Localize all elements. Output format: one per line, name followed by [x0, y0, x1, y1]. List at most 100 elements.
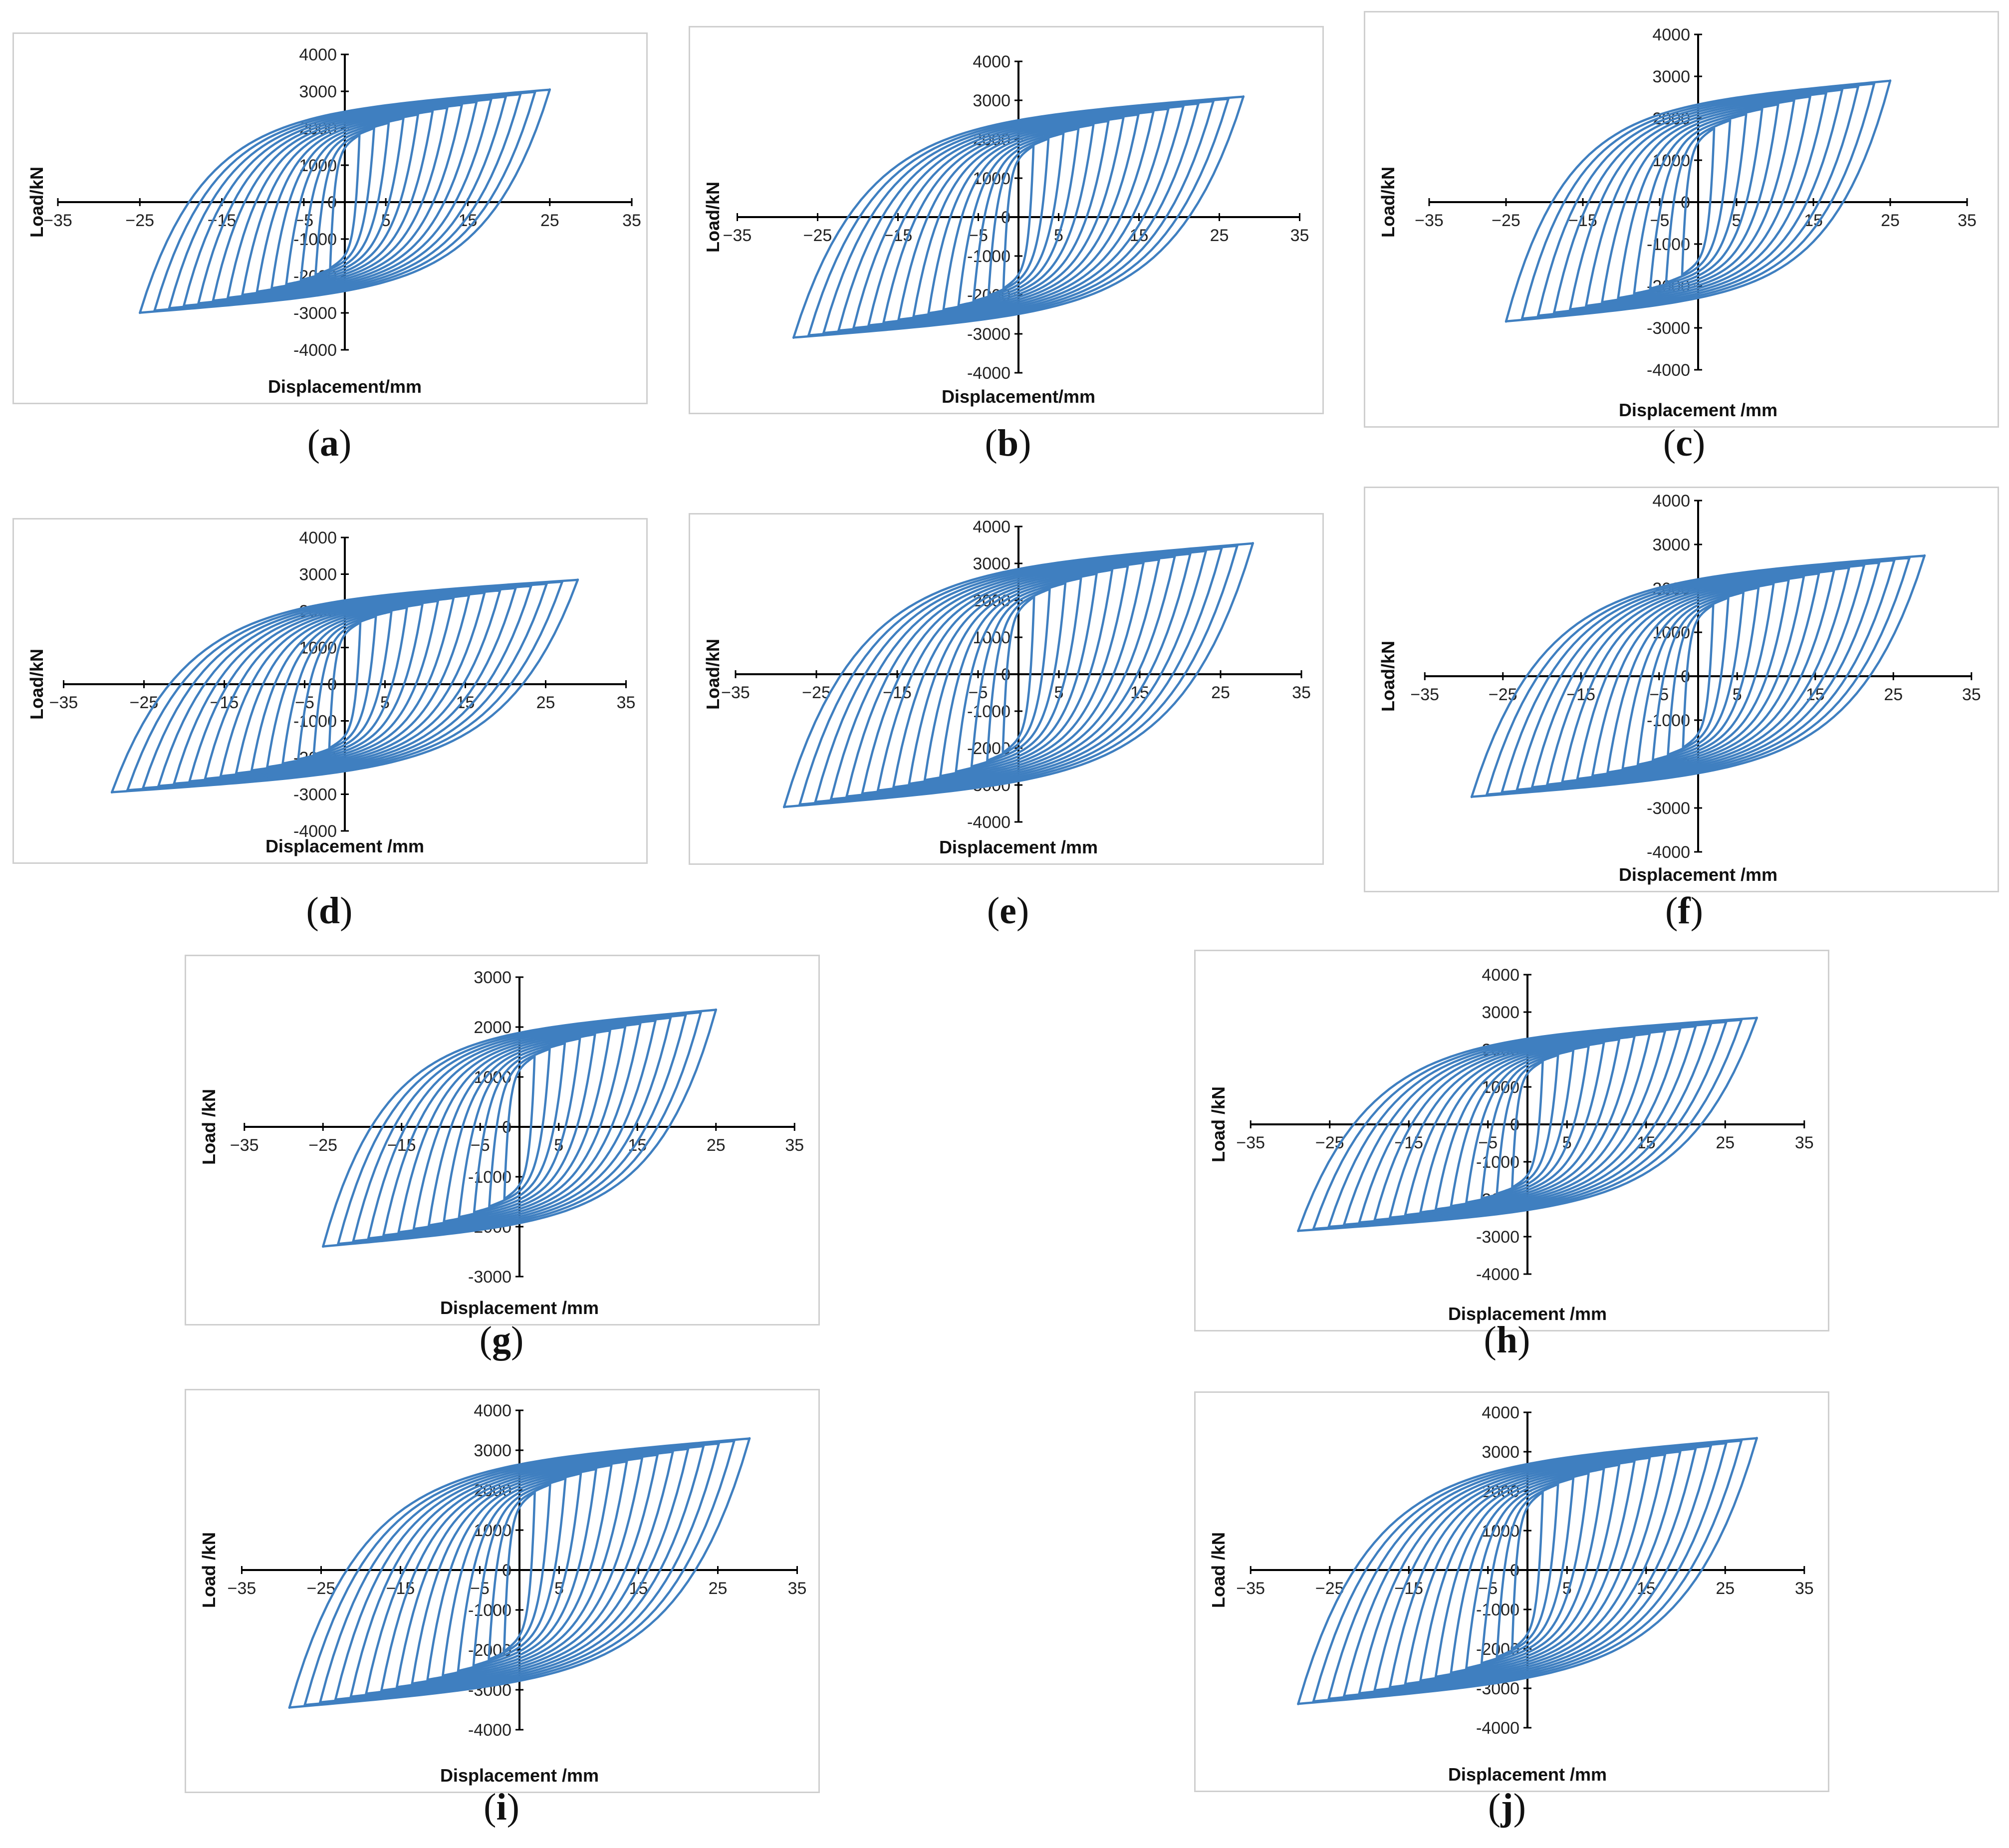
x-tick-label: −5 [470, 1579, 490, 1598]
y-tick-label: -4000 [293, 341, 337, 360]
x-axis-title: Displacement/mm [942, 386, 1095, 407]
hysteresis-loop [939, 572, 1098, 778]
chart-panel-a: −35 −25 −15 −5 5 15 25 35 -4000 -3000 -2000 -1000 0 1… [12, 32, 648, 404]
y-tick-label: -3000 [967, 325, 1010, 344]
x-tick-label: 35 [1795, 1133, 1814, 1152]
hysteresis-loop [397, 1022, 642, 1234]
x-tick-label: −35 [1415, 211, 1444, 230]
x-tick-label: 35 [617, 693, 636, 712]
hysteresis-loop [288, 1437, 751, 1709]
hysteresis-loop [1450, 1467, 1605, 1674]
panel-caption: (d) [306, 890, 353, 932]
hysteresis-series [782, 542, 1255, 808]
hysteresis-loop [1419, 1460, 1636, 1682]
y-tick-label: -3000 [293, 786, 337, 804]
x-tick-label: 25 [1211, 683, 1230, 702]
hysteresis-loop [792, 95, 1245, 339]
hysteresis-series [139, 88, 551, 314]
y-tick-label: 4000 [299, 528, 337, 547]
hysteresis-loop [1601, 99, 1795, 304]
y-axis-title: Load/kN [1378, 641, 1398, 712]
chart-svg-i: −35 −25 −15 −5 5 15 25 35-4000-3000-2000-100001… [199, 1401, 806, 1786]
hysteresis-loop [1665, 119, 1732, 284]
hysteresis-loop [1649, 113, 1748, 290]
chart-panel-b: −35 −25 −15 −5 5 15 25 35 -4000 -3000 -2000 -1000 0 1… [689, 26, 1324, 414]
panel-caption: (f) [1665, 890, 1703, 932]
panel-caption-letter: a [320, 422, 339, 464]
chart-panel-g: −35 −25 −15 −5 5 15 25 35 -3000 -2000 -1000 0 1000 20… [185, 955, 820, 1325]
chart-panel-h: −35 −25 −15 −5 5 15 25 35 -4000 -3000 -2000 -1000 0 1… [1194, 950, 1829, 1331]
hysteresis-series [1297, 1017, 1758, 1233]
x-tick-label: −25 [1492, 211, 1520, 230]
x-axis-title: Displacement /mm [1619, 400, 1777, 420]
panel-caption: (e) [987, 890, 1029, 932]
y-tick-label: -1000 [1476, 1600, 1519, 1619]
x-tick-label: 35 [1958, 211, 1977, 230]
x-tick-label: 35 [1795, 1579, 1814, 1598]
x-tick-label: 25 [1884, 685, 1903, 704]
hysteresis-series [288, 1437, 751, 1709]
hysteresis-loop [110, 578, 579, 794]
panel-caption-letter: j [1501, 1786, 1513, 1828]
hysteresis-series [322, 1008, 718, 1248]
x-tick-label: 25 [1210, 226, 1229, 245]
hysteresis-loop [139, 88, 551, 314]
y-tick-label: -3000 [1476, 1228, 1519, 1247]
y-tick-label: -3000 [293, 304, 337, 323]
chart-panel-f: −35 −25 −15 −5 5 15 25 35 -4000 -3000 -2000 -1000 0 1… [1364, 487, 1999, 892]
hysteresis-loop [411, 1460, 628, 1685]
y-tick-label: -4000 [967, 813, 1010, 832]
x-tick-label: 25 [1716, 1133, 1735, 1152]
panel-caption: (j) [1488, 1786, 1526, 1828]
hysteresis-loop [970, 581, 1067, 768]
hysteresis-loop [412, 1026, 627, 1231]
hysteresis-loop [1297, 1437, 1758, 1705]
x-tick-label: 25 [1716, 1579, 1735, 1598]
y-tick-label: 3000 [299, 565, 337, 584]
x-tick-label: 25 [536, 693, 555, 712]
y-axis-title: Load/kN [703, 182, 723, 253]
x-axis-title: Displacement /mm [1619, 864, 1777, 885]
hysteresis-loop [443, 1033, 596, 1223]
chart-svg-d: −35 −25 −15 −5 5 15 25 35-4000-3000-2000-100001… [26, 528, 636, 856]
x-tick-label: −35 [721, 683, 750, 702]
x-tick-label: 35 [622, 211, 641, 230]
panel-caption-letter: e [1000, 890, 1016, 932]
y-tick-label: 3000 [1652, 535, 1690, 554]
x-tick-label: −25 [130, 693, 159, 712]
chart-svg-b: −35 −25 −15 −5 5 15 25 35-4000-3000-2000-100001… [703, 52, 1309, 407]
x-tick-label: −25 [1489, 685, 1517, 704]
hysteresis-loop [458, 1037, 581, 1219]
y-tick-label: -4000 [1647, 361, 1690, 380]
panel-caption-letter: d [318, 890, 340, 932]
x-axis-title: Displacement /mm [265, 836, 424, 856]
hysteresis-loop [322, 1008, 718, 1248]
x-tick-label: −35 [230, 1136, 259, 1155]
hysteresis-loop [1297, 1017, 1758, 1233]
x-tick-label: −35 [49, 693, 78, 712]
x-tick-label: −35 [1410, 685, 1439, 704]
x-tick-label: 5 [554, 1579, 564, 1598]
y-axis-title: Load/kN [1378, 167, 1398, 238]
y-axis-title: Load/kN [703, 639, 723, 710]
y-axis-title: Load/kN [26, 167, 47, 238]
x-tick-label: 25 [707, 1136, 726, 1155]
y-tick-label: 3000 [474, 968, 511, 987]
hysteresis-loop [1470, 554, 1926, 798]
hysteresis-series [792, 95, 1245, 339]
y-tick-label: -1000 [468, 1601, 511, 1620]
chart-svg-g: −35 −25 −15 −5 5 15 25 35-3000-2000-10000100020… [199, 968, 804, 1318]
y-tick-label: -3000 [1647, 319, 1690, 338]
x-tick-label: 35 [1290, 226, 1309, 245]
hysteresis-loop [1681, 127, 1716, 276]
hysteresis-loop [473, 1042, 566, 1214]
hysteresis-loop [1520, 82, 1876, 320]
chart-svg-e: −35 −25 −15 −5 5 15 25 35-4000-3000-2000-100001… [703, 518, 1311, 857]
x-tick-label: −5 [969, 226, 988, 245]
x-tick-label: 25 [709, 1579, 728, 1598]
panel-caption-letter: g [492, 1319, 511, 1361]
panel-caption: (g) [479, 1319, 524, 1361]
y-tick-label: -4000 [967, 364, 1010, 383]
hysteresis-loop [428, 1029, 611, 1227]
x-axis-title: Displacement /mm [939, 837, 1098, 857]
